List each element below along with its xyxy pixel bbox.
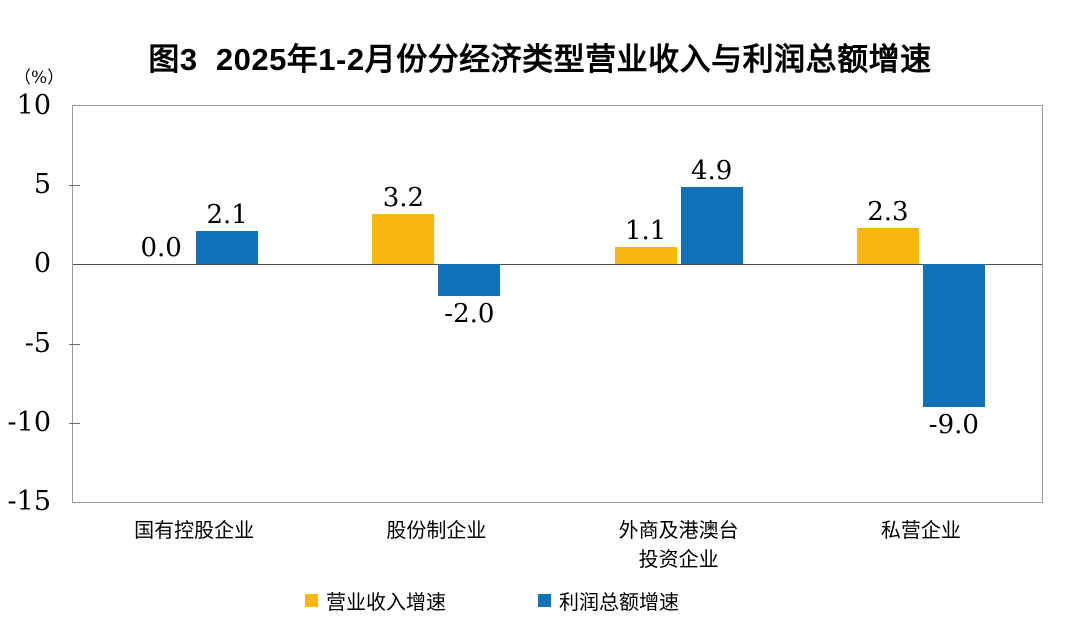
y-tick-label: -10 <box>7 406 51 438</box>
bar-profit <box>438 264 501 297</box>
category-label: 外商及港澳台 投资企业 <box>618 518 739 571</box>
bar-profit <box>196 231 259 265</box>
legend-label: 营业收入增速 <box>326 590 446 614</box>
zero-axis-line <box>73 264 1042 266</box>
y-tick-label: -15 <box>7 486 51 517</box>
category-label: 股份制企业 <box>386 518 487 542</box>
y-tick-mark <box>69 185 80 187</box>
bar-profit <box>680 186 743 265</box>
bar-revenue <box>614 246 677 265</box>
value-label: 1.1 <box>624 215 667 246</box>
value-label: 2.1 <box>206 200 248 231</box>
y-tick-label: 5 <box>33 169 51 201</box>
chart-title: 图3 2025年1-2月份分经济类型营业收入与利润总额增速 <box>148 42 932 77</box>
value-label: -9.0 <box>928 409 979 440</box>
plot-area: 10 5 0 -5 -10 -15 0.0 2.1 3.2 -2.0 1.1 4.9 2.3 -9.0 <box>8 91 1043 517</box>
y-tick-label: 10 <box>16 90 51 121</box>
legend-item: 利润总额增速 <box>538 586 679 615</box>
legend-item: 营业收入增速 <box>305 586 446 615</box>
legend-swatch-revenue <box>305 594 318 607</box>
y-tick-mark <box>69 343 80 345</box>
bar-revenue <box>856 227 919 265</box>
value-label: -2.0 <box>444 299 495 330</box>
y-tick-mark <box>69 422 80 424</box>
bar-revenue <box>372 213 435 265</box>
bar-profit <box>922 264 985 407</box>
value-label: 2.3 <box>867 196 909 227</box>
y-tick-label: 0 <box>33 248 51 280</box>
value-label: 4.9 <box>690 155 733 186</box>
value-label: 3.2 <box>382 182 425 213</box>
legend-swatch-profit <box>538 594 551 607</box>
y-tick-label: -5 <box>24 327 51 359</box>
category-label: 私营企业 <box>880 518 961 542</box>
y-axis-unit-label: （%） <box>14 68 65 88</box>
legend-label: 利润总额增速 <box>559 590 679 614</box>
category-label: 国有控股企业 <box>134 518 255 542</box>
legend: 营业收入增速 利润总额增速 <box>0 586 1032 615</box>
value-label: 0.0 <box>140 233 182 264</box>
